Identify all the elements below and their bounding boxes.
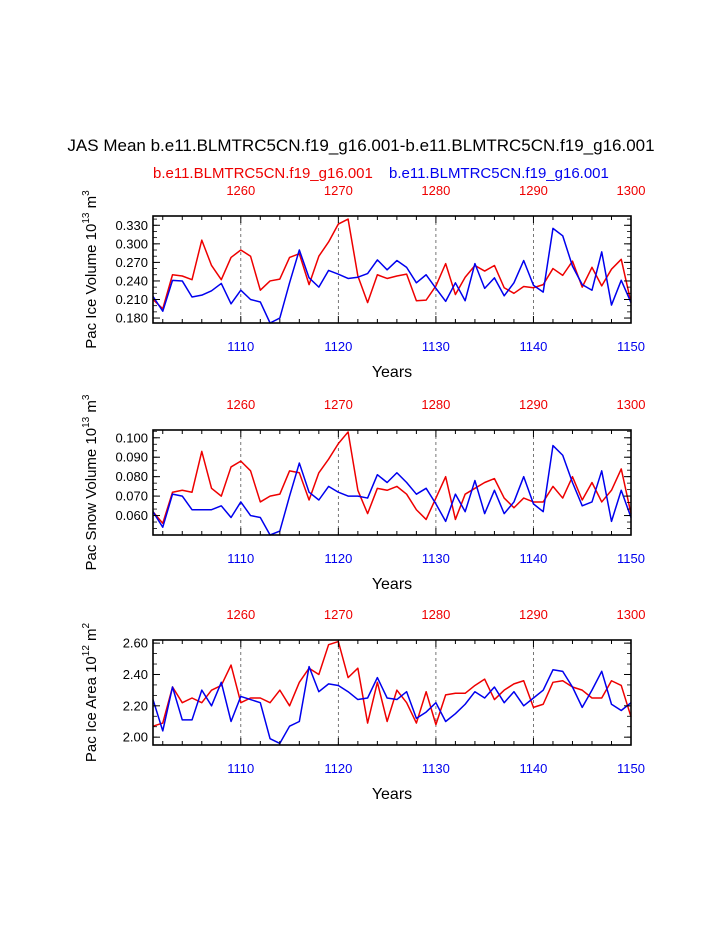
x-tick-label-bottom: 1130 [422, 339, 450, 354]
series-line-red [152, 431, 632, 525]
y-tick-label: 0.100 [115, 430, 148, 445]
x-tick-label-top: 1300 [617, 397, 646, 412]
x-tick-label-top: 1280 [421, 397, 450, 412]
x-tick-label-top: 1270 [324, 183, 353, 198]
x-tick-label-bottom: 1150 [617, 761, 645, 776]
x-tick-label-bottom: 1140 [519, 551, 547, 566]
y-tick-label: 0.070 [115, 489, 148, 504]
x-tick-label-bottom: 1120 [324, 551, 352, 566]
y-axis-title-ylabel-unit: m [83, 628, 100, 645]
x-tick-label-bottom: 1110 [227, 551, 254, 566]
legend-red-label: b.e11.BLMTRC5CN.f19_g16.001 [153, 165, 373, 182]
y-axis-title-ylabel-exp: 13 [81, 416, 92, 428]
panel-snow-volume: 1110 1120 1130 1140 1150 1260 1270 1280 1290 1300… [81, 394, 645, 593]
series-line-blue [152, 665, 632, 745]
series-line-red [152, 640, 632, 727]
x-tick-label-bottom: 1120 [324, 339, 352, 354]
series-line-red [152, 218, 632, 310]
y-axis-title-ylabel-unit-exp: 3 [81, 394, 92, 400]
y-axis-title-ylabel-unit: m [83, 400, 100, 417]
x-tick-label-top: 1290 [519, 397, 548, 412]
y-tick-label: 0.240 [115, 273, 148, 288]
series-line-blue [152, 227, 632, 324]
x-tick-label-bottom: 1140 [519, 761, 547, 776]
x-tick-label-top: 1270 [324, 607, 353, 622]
x-tick-label-top: 1260 [226, 607, 255, 622]
panel-ice-volume: 1110 1120 1130 1140 1150 1260 1270 1280 1290 1300… [81, 183, 645, 381]
x-tick-label-top: 1280 [421, 607, 450, 622]
y-axis-title: Pac Snow Volume 1013 m3 [81, 394, 100, 570]
y-tick-label: 0.080 [115, 469, 148, 484]
y-tick-label: 2.20 [123, 698, 148, 713]
y-tick-label: 0.060 [115, 508, 148, 523]
y-tick-label: 0.270 [115, 255, 148, 270]
x-tick-label-top: 1280 [421, 183, 450, 198]
y-tick-label: 0.180 [115, 311, 148, 326]
x-tick-label-bottom: 1150 [617, 339, 645, 354]
y-axis-title-ylabel-exp: 13 [81, 212, 92, 224]
legend-blue-label: b.e11.BLMTRC5CN.f19_g16.001 [389, 165, 609, 182]
y-axis-title-ylabel-main: Pac Ice Volume 10 [83, 224, 100, 349]
y-tick-label: 0.300 [115, 236, 148, 251]
x-axis-title: Years [372, 576, 412, 593]
panel-ice-area: 1110 1120 1130 1140 1150 1260 1270 1280 1290 1300… [81, 607, 645, 803]
y-tick-label: 0.210 [115, 292, 148, 307]
y-axis-title-ylabel-main: Pac Snow Volume 10 [83, 428, 100, 571]
y-axis-title-ylabel-exp: 12 [81, 645, 92, 657]
y-axis-title-ylabel-unit-exp: 2 [81, 622, 92, 628]
x-tick-label-bottom: 1120 [324, 761, 352, 776]
x-tick-label-top: 1300 [617, 607, 646, 622]
x-tick-label-bottom: 1140 [519, 339, 547, 354]
x-tick-label-top: 1300 [617, 183, 646, 198]
x-tick-label-bottom: 1110 [227, 339, 254, 354]
plot-frame [152, 215, 632, 324]
plot-frame [152, 429, 632, 536]
panels: 1110 1120 1130 1140 1150 1260 1270 1280 1290 1300… [81, 183, 645, 803]
x-tick-label-top: 1290 [519, 607, 548, 622]
plot-frame [152, 639, 632, 746]
x-tick-label-top: 1270 [324, 397, 353, 412]
series-line-blue [152, 444, 632, 536]
x-axis-title: Years [372, 786, 412, 803]
y-axis-title-ylabel-main: Pac Ice Area 10 [83, 656, 100, 762]
x-axis-title: Years [372, 364, 412, 381]
x-tick-label-top: 1290 [519, 183, 548, 198]
y-axis-title-ylabel-unit: m [83, 196, 100, 213]
y-tick-label: 0.330 [115, 218, 148, 233]
y-axis-title: Pac Ice Area 1012 m2 [81, 622, 100, 762]
y-axis-title: Pac Ice Volume 1013 m3 [81, 190, 100, 349]
x-tick-label-bottom: 1130 [422, 551, 450, 566]
figure-title: JAS Mean b.e11.BLMTRC5CN.f19_g16.001-b.e… [67, 136, 654, 155]
y-axis-title-ylabel-unit-exp: 3 [81, 190, 92, 196]
y-tick-label: 0.090 [115, 450, 148, 465]
x-tick-label-top: 1260 [226, 397, 255, 412]
y-tick-label: 2.40 [123, 667, 148, 682]
x-tick-label-bottom: 1110 [227, 761, 254, 776]
x-tick-label-bottom: 1150 [617, 551, 645, 566]
y-tick-label: 2.00 [123, 730, 148, 745]
x-tick-label-bottom: 1130 [422, 761, 450, 776]
x-tick-label-top: 1260 [226, 183, 255, 198]
y-tick-label: 2.60 [123, 636, 148, 651]
